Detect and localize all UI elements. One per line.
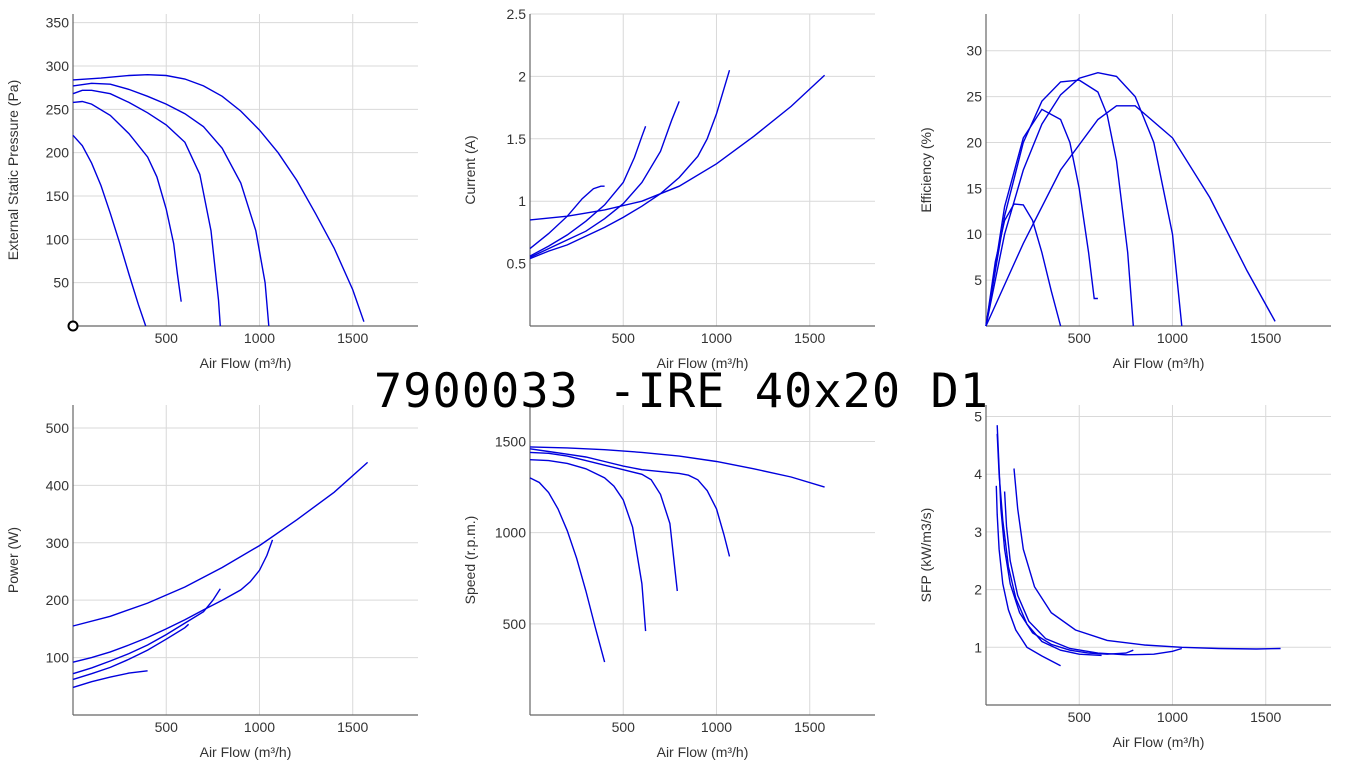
y-tick-label: 100: [46, 231, 70, 247]
chart-panel-1: 500 1000 1500 50 100 150 200 250 300 350 Air Flow …: [5, 14, 418, 371]
x-tick-label: 500: [612, 719, 636, 735]
y-tick-label: 500: [46, 420, 70, 436]
series-curve-3: [529, 451, 678, 592]
x-tick-label: 1500: [337, 719, 368, 735]
series-curve-1: [529, 185, 605, 250]
x-axis-label: Air Flow (m³/h): [657, 355, 749, 371]
y-axis-label: Efficiency (%): [918, 127, 934, 212]
x-tick-label: 1000: [1157, 330, 1188, 346]
y-tick-label: 25: [966, 89, 982, 105]
x-tick-label: 1000: [1157, 709, 1188, 725]
y-tick-label: 4: [974, 466, 982, 482]
x-tick-label: 1500: [337, 330, 368, 346]
series-curve-4: [985, 71, 1183, 327]
x-tick-label: 500: [155, 719, 179, 735]
y-axis-label: SFP (kW/m3/s): [918, 508, 934, 603]
series-curve-2: [72, 100, 182, 302]
y-tick-label: 350: [46, 15, 70, 31]
series-curve-5: [72, 73, 365, 322]
y-tick-label: 5: [974, 409, 982, 425]
series-curve-5: [529, 446, 825, 488]
series-curve-2: [529, 459, 647, 632]
x-tick-label: 1000: [244, 719, 275, 735]
y-tick-label: 3: [974, 524, 982, 540]
y-tick-label: 2.5: [507, 6, 527, 22]
chart-panel-4: 500 1000 1500 100 200 300 400 500 Air Flow (m³/h…: [5, 405, 418, 760]
series-curve-2: [529, 126, 647, 257]
x-axis-label: Air Flow (m³/h): [200, 744, 292, 760]
x-axis-label: Air Flow (m³/h): [1113, 355, 1205, 371]
y-tick-label: 15: [966, 180, 982, 196]
chart-title: 7900033 -IRE 40x20 D1: [373, 364, 990, 419]
y-tick-label: 200: [46, 592, 70, 608]
series-curve-3: [985, 79, 1134, 327]
origin-marker: [67, 320, 79, 332]
y-tick-label: 30: [966, 43, 982, 59]
y-tick-label: 10: [966, 226, 982, 242]
series-curve-4: [1003, 491, 1183, 656]
x-tick-label: 500: [612, 330, 636, 346]
series-curve-3: [72, 588, 221, 675]
y-axis-label: Power (W): [5, 527, 21, 593]
y-tick-label: 150: [46, 188, 70, 204]
x-tick-label: 500: [155, 330, 179, 346]
y-tick-label: 200: [46, 145, 70, 161]
y-tick-label: 1500: [495, 433, 526, 449]
series-curve-1: [72, 670, 148, 689]
y-axis-label: Current (A): [462, 135, 478, 204]
y-axis-label: Speed (r.p.m.): [462, 516, 478, 605]
series-curve-3: [996, 425, 1134, 655]
y-tick-label: 2: [974, 582, 982, 598]
series-curve-5: [985, 105, 1276, 327]
x-tick-label: 1000: [244, 330, 275, 346]
y-tick-label: 300: [46, 535, 70, 551]
series-curve-5: [72, 461, 369, 627]
x-tick-label: 1500: [1250, 709, 1281, 725]
series-curve-3: [72, 89, 221, 327]
y-tick-label: 50: [53, 275, 69, 291]
y-tick-label: 1000: [495, 525, 526, 541]
chart-panel-5: 500 1000 1500 500 1000 1500 Air Flow (m³/h) Spe…: [462, 405, 875, 760]
y-tick-label: 20: [966, 134, 982, 150]
y-tick-label: 1: [974, 639, 982, 655]
series-curve-5: [1013, 468, 1281, 650]
x-axis-label: Air Flow (m³/h): [1113, 734, 1205, 750]
series-curve-2: [985, 108, 1098, 327]
series-curve-1: [995, 485, 1061, 667]
y-tick-label: 400: [46, 477, 70, 493]
x-tick-label: 1000: [701, 719, 732, 735]
series-curve-1: [529, 477, 606, 663]
series-curve-1: [985, 203, 1062, 327]
y-tick-label: 5: [974, 272, 982, 288]
x-tick-label: 1500: [1250, 330, 1281, 346]
series-curve-4: [72, 539, 274, 663]
x-axis-label: Air Flow (m³/h): [657, 744, 749, 760]
x-axis-label: Air Flow (m³/h): [200, 355, 292, 371]
y-tick-label: 100: [46, 650, 70, 666]
chart-panel-3: 500 1000 1500 5 10 15 20 25 30 Air Flow (m³/h) Eff…: [918, 14, 1331, 371]
y-tick-label: 0.5: [507, 256, 527, 272]
series-curve-2: [72, 623, 190, 681]
series-curve-4: [72, 82, 270, 327]
y-tick-label: 1: [518, 193, 526, 209]
series-curve-4: [529, 69, 731, 260]
y-tick-label: 500: [503, 616, 527, 632]
x-tick-label: 1000: [701, 330, 732, 346]
series-curve-3: [529, 101, 680, 259]
x-tick-label: 500: [1068, 709, 1092, 725]
y-tick-label: 2: [518, 68, 526, 84]
chart-panel-6: 500 1000 1500 1 2 3 4 5 Air Flow (m³/h) SFP (kW/m…: [918, 405, 1331, 750]
series-curve-1: [72, 134, 147, 327]
x-tick-label: 1500: [794, 719, 825, 735]
chart-panel-2: 500 1000 1500 0.5 1 1.5 2 2.5 Air Flow (m³/h) Cur…: [462, 6, 875, 371]
y-tick-label: 1.5: [507, 131, 527, 147]
y-tick-label: 250: [46, 101, 70, 117]
x-tick-label: 500: [1068, 330, 1092, 346]
x-tick-label: 1500: [794, 330, 825, 346]
series-curve-5: [529, 74, 826, 221]
series-curve-4: [529, 448, 731, 557]
y-axis-label: External Static Pressure (Pa): [5, 80, 21, 261]
y-tick-label: 300: [46, 58, 70, 74]
